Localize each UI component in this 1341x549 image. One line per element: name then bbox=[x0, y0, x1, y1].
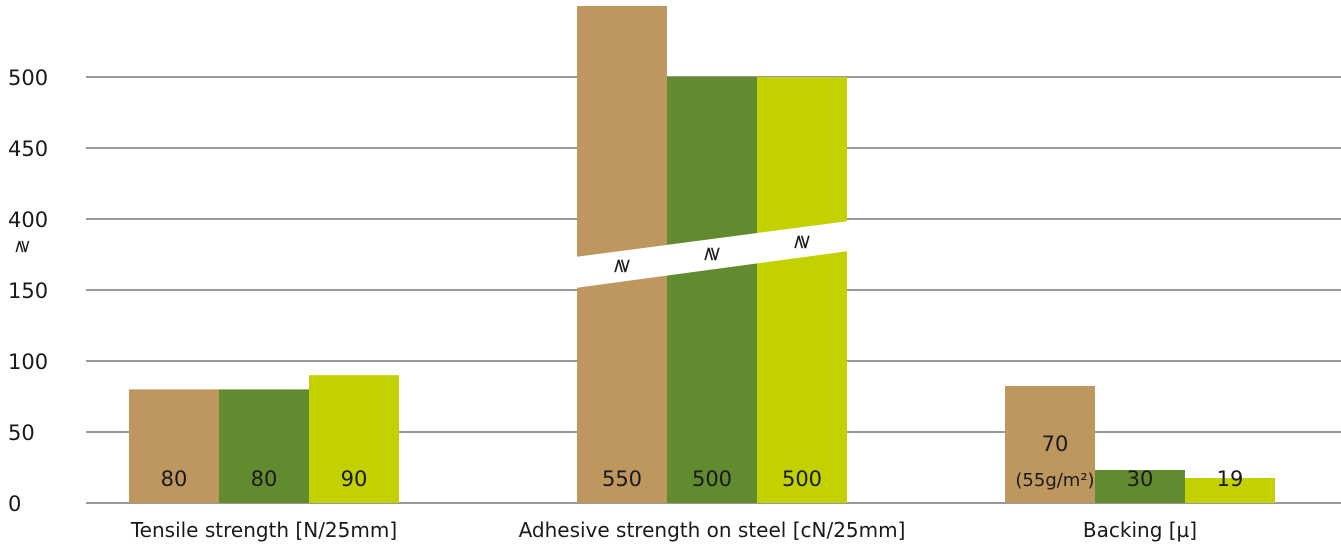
bar bbox=[1005, 386, 1095, 503]
data-labels: 80 80 90 550 500 500 70 (55g/m²) 30 19 bbox=[161, 432, 1244, 491]
data-label: 19 bbox=[1217, 467, 1244, 491]
x-axis-category-labels: Tensile strength [N/25mm] Adhesive streng… bbox=[130, 518, 1197, 542]
bar bbox=[667, 77, 757, 503]
data-label: 500 bbox=[692, 467, 732, 491]
data-label: 80 bbox=[161, 467, 188, 491]
bar bbox=[1185, 478, 1275, 503]
category-label: Adhesive strength on steel [cN/25mm] bbox=[519, 518, 906, 542]
bar bbox=[757, 77, 847, 503]
data-label: 550 bbox=[602, 467, 642, 491]
bar bbox=[129, 389, 219, 503]
bar bbox=[309, 375, 399, 503]
category-label: Backing [µ] bbox=[1083, 518, 1197, 542]
axis-break-symbol: ≷ bbox=[611, 258, 635, 275]
y-tick-label: 450 bbox=[8, 137, 48, 161]
y-tick-label: 50 bbox=[8, 421, 35, 445]
y-tick-label: 400 bbox=[8, 208, 48, 232]
y-axis-tick-labels: 0 50 100 150 400 450 500 ≷ bbox=[8, 66, 48, 516]
axis-break: ≷ ≷ ≷ bbox=[575, 221, 849, 288]
axis-break-band bbox=[575, 221, 849, 288]
data-label-annotation: (55g/m²) bbox=[1015, 470, 1094, 491]
y-tick-label: 150 bbox=[8, 279, 48, 303]
axis-break-symbol: ≷ bbox=[791, 234, 815, 251]
y-tick-label: 0 bbox=[8, 492, 21, 516]
y-tick-label: 100 bbox=[8, 350, 48, 374]
data-label: 70 bbox=[1042, 432, 1069, 456]
axis-break-symbol: ≷ bbox=[701, 246, 725, 263]
data-label: 80 bbox=[251, 467, 278, 491]
bar bbox=[219, 389, 309, 503]
category-label: Tensile strength [N/25mm] bbox=[130, 518, 397, 542]
y-tick-label: 500 bbox=[8, 66, 48, 90]
data-label: 30 bbox=[1127, 467, 1154, 491]
y-axis-break-symbol: ≷ bbox=[12, 239, 33, 254]
data-label: 90 bbox=[341, 467, 368, 491]
data-label: 500 bbox=[782, 467, 822, 491]
bar bbox=[1095, 470, 1185, 503]
